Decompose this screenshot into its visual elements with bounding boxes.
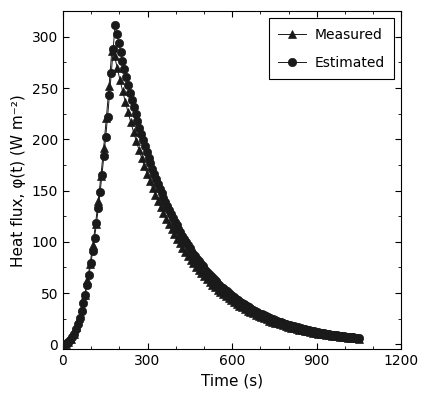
Measured	[207, 280, 212, 284]
Measured	[199, 271, 204, 276]
Estimated	[304, 328, 310, 332]
Measured	[109, 48, 114, 53]
Y-axis label: Heat flux, φ(t) (W m⁻²): Heat flux, φ(t) (W m⁻²)	[11, 94, 26, 267]
Estimated	[122, 66, 127, 71]
Estimated	[254, 309, 259, 314]
Estimated	[60, 342, 65, 347]
Measured	[356, 336, 362, 341]
Measured	[60, 342, 65, 347]
Line: Estimated: Estimated	[59, 21, 363, 348]
Measured	[150, 186, 155, 190]
Estimated	[356, 336, 362, 340]
Estimated	[146, 156, 151, 160]
Estimated	[113, 22, 118, 27]
Measured	[340, 335, 345, 340]
Measured	[351, 336, 356, 341]
Legend: Measured, Estimated: Measured, Estimated	[269, 18, 394, 79]
Line: Measured: Measured	[59, 47, 363, 348]
Estimated	[226, 291, 231, 296]
X-axis label: Time (s): Time (s)	[201, 374, 263, 389]
Estimated	[344, 334, 349, 339]
Measured	[272, 320, 277, 325]
